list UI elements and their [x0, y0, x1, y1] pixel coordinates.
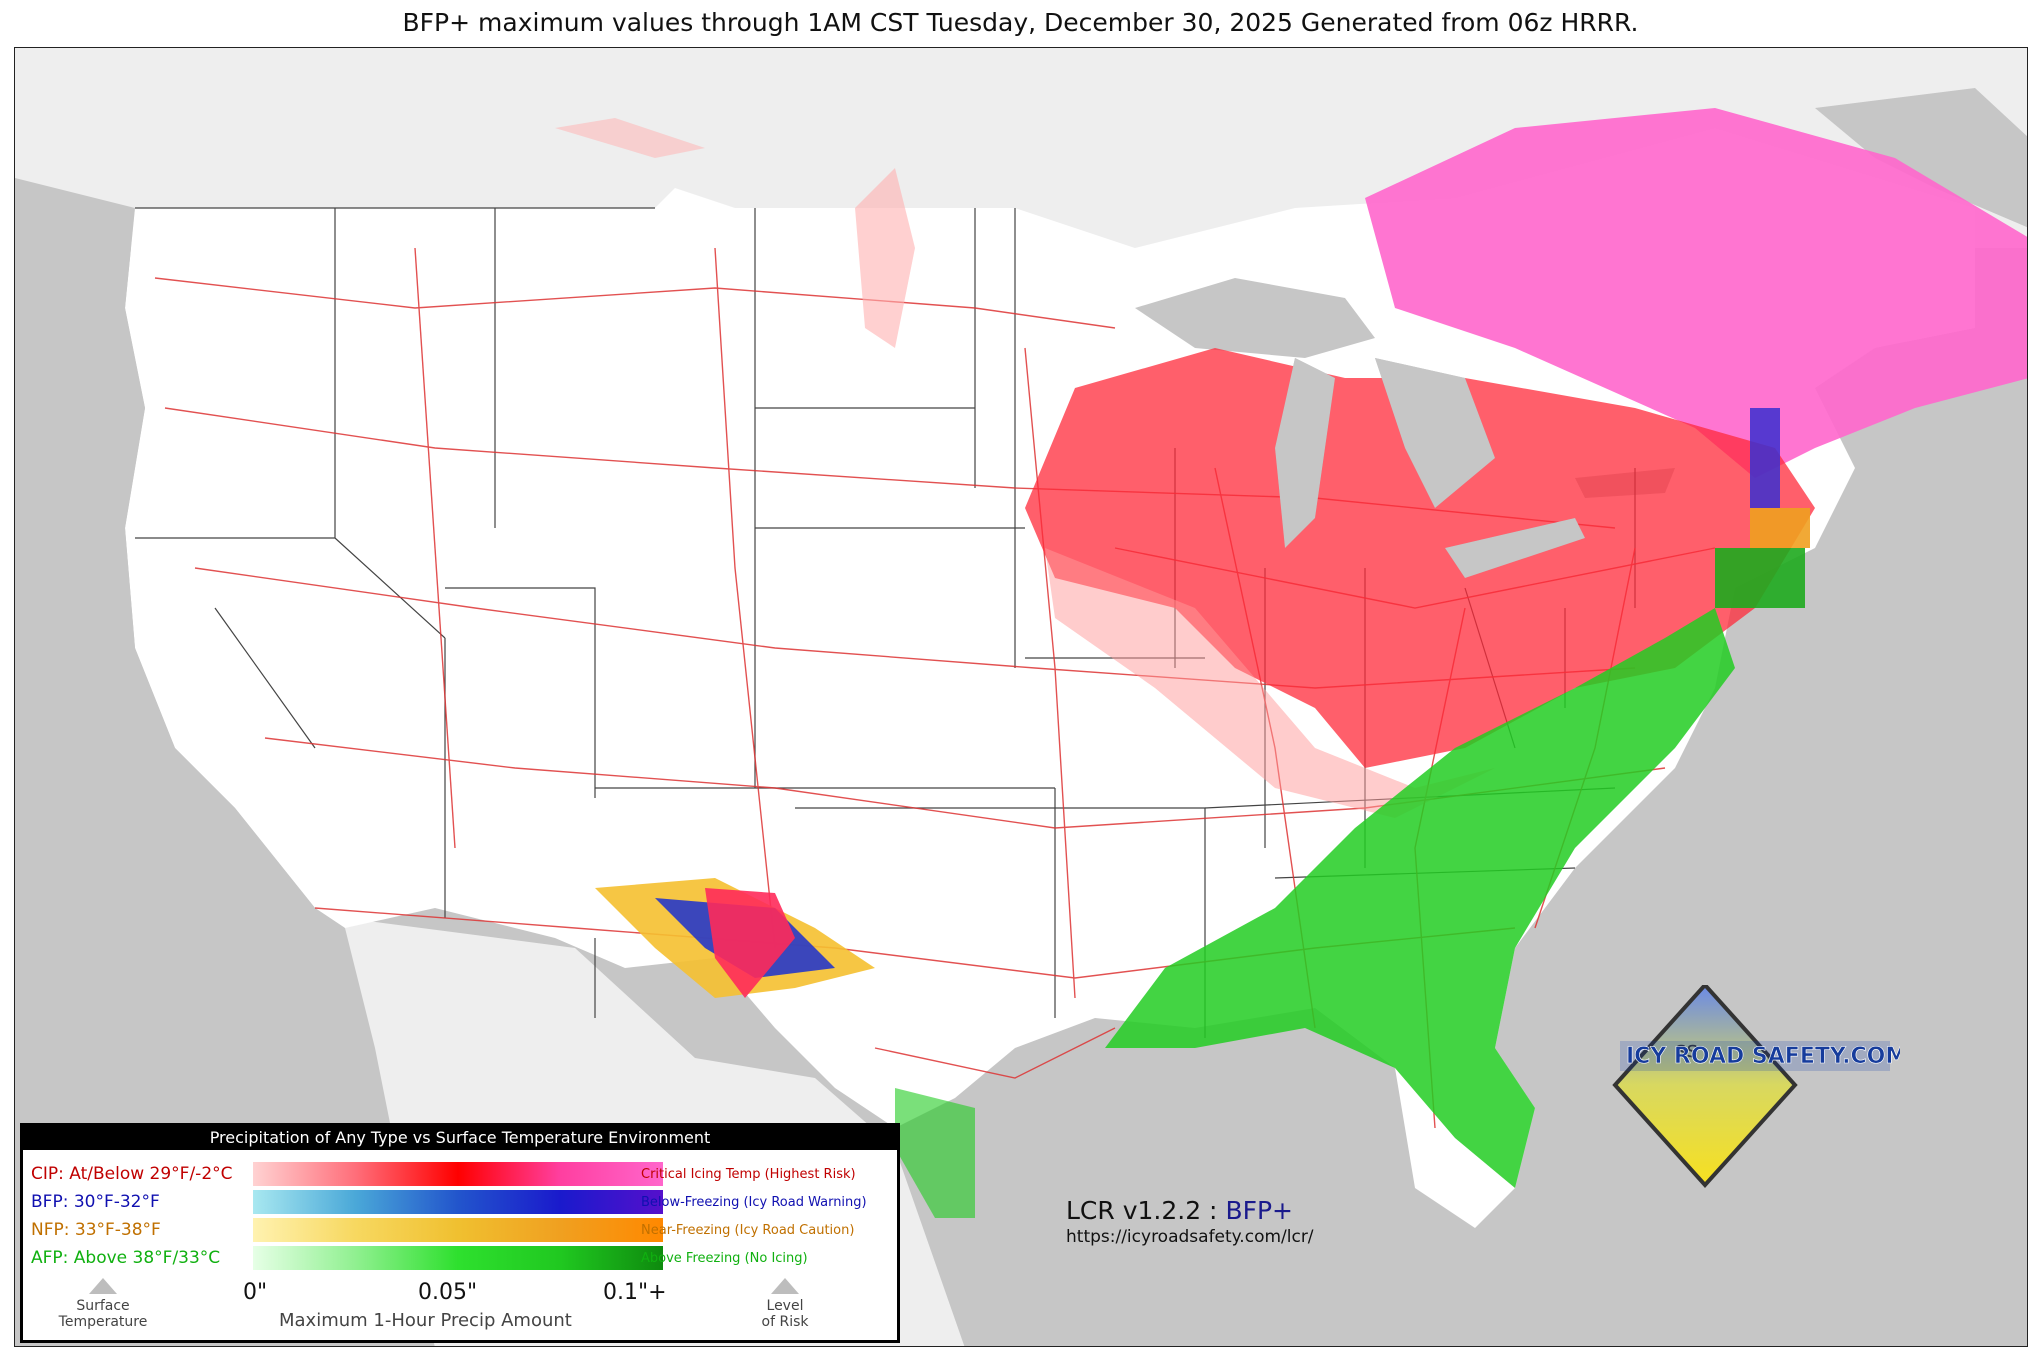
product-text: BFP+ — [1225, 1196, 1293, 1225]
legend-label-bfp: BFP: 30°F-32°F — [31, 1192, 160, 1212]
afp-northeast — [1715, 548, 1805, 608]
cip-light-zone — [1045, 548, 1495, 818]
version-text: LCR v1.2.2 : — [1066, 1196, 1218, 1225]
cip-north-plume — [855, 168, 915, 348]
map-canvas — [15, 48, 2027, 1346]
legend-label-cip: CIP: At/Below 29°F/-2°C — [31, 1164, 233, 1184]
surface-temp-label: Surface Temperature — [58, 1298, 148, 1330]
scale-tick-mid: 0.05" — [418, 1280, 478, 1305]
legend-bar-bfp — [253, 1190, 663, 1214]
lake-superior — [1135, 278, 1375, 358]
cip-southwest — [705, 888, 795, 998]
logo-text: ICY ROAD SAFETY.COM — [1626, 1044, 1900, 1069]
risk-level-marker-icon — [771, 1278, 799, 1294]
cip-pink-zone — [1365, 108, 2027, 478]
legend-bar-afp — [253, 1246, 663, 1270]
legend-label-afp: AFP: Above 38°F/33°C — [31, 1248, 221, 1268]
scale-axis-title: Maximum 1-Hour Precip Amount — [279, 1310, 572, 1331]
cip-west-plume — [555, 118, 705, 158]
hudson-bay — [1815, 88, 2027, 228]
steam-glyph: ꜱꜱ — [1675, 1038, 1698, 1063]
risk-level-label: Level of Risk — [761, 1298, 809, 1330]
legend-label-nfp: NFP: 33°F-38°F — [31, 1220, 161, 1240]
afp-southeast-band — [1105, 608, 1735, 1188]
diamond-road-sign-icon: ꜱꜱ ICY ROAD SAFETY.COM — [1612, 985, 1900, 1188]
legend-risk-cip: Critical Icing Temp (Highest Risk) — [641, 1167, 856, 1182]
bfp-northeast — [1750, 408, 1780, 508]
cip-red-zone — [1025, 348, 1815, 768]
legend-bar-nfp — [253, 1218, 663, 1242]
legend-header: Precipitation of Any Type vs Surface Tem… — [23, 1126, 897, 1150]
legend-risk-afp: Above Freezing (No Icing) — [641, 1251, 808, 1266]
pacific-ocean — [15, 178, 435, 1346]
legend-risk-bfp: Below-Freezing (Icy Road Warning) — [641, 1195, 867, 1210]
precip-legend: Precipitation of Any Type vs Surface Tem… — [20, 1123, 900, 1343]
version-line: LCR v1.2.2 : BFP+ — [1066, 1196, 1293, 1225]
scale-tick-max: 0.1"+ — [603, 1280, 667, 1305]
page-title: BFP+ maximum values through 1AM CST Tues… — [402, 8, 1639, 37]
afp-texas-band — [895, 1088, 975, 1218]
scale-tick-0: 0" — [243, 1280, 268, 1305]
legend-bar-cip — [253, 1162, 663, 1186]
nfp-northeast — [1750, 508, 1810, 548]
source-url: https://icyroadsafety.com/lcr/ — [1066, 1227, 1314, 1247]
surface-temp-marker-icon — [89, 1278, 117, 1294]
legend-risk-nfp: Near-Freezing (Icy Road Caution) — [641, 1223, 855, 1238]
